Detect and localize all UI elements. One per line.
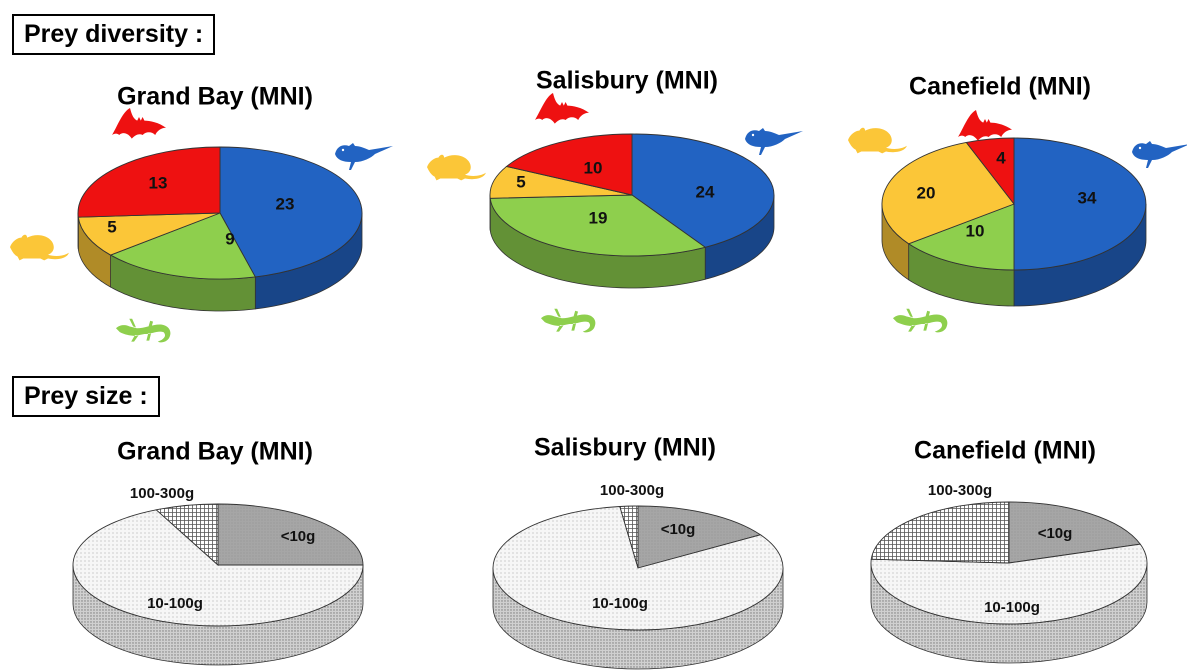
chart-title: Salisbury (MNI) [536,67,718,95]
pie-slice-bat [965,137,1015,206]
slice-label: 23 [276,194,295,213]
pie-slice-100300g [155,503,219,567]
slice-label: 100-300g [928,482,992,499]
pie-slice-bat [505,133,633,196]
slice-label: 20 [917,183,936,202]
pie-chart-5: <10g 10-100g 100-300g Salisbury (MNI) [492,434,784,670]
slice-label: 10 [584,158,603,177]
pie-slice-10100g [72,509,364,627]
slice-label: 9 [225,229,234,248]
slice-label: 10-100g [147,595,203,612]
slice-label: 4 [996,148,1006,167]
pie-chart-6: <10g 10-100g 100-300g Canefield (MNI) [870,437,1148,664]
slice-label: <10g [281,528,316,545]
pie-chart-4: <10g 10-100g 100-300g Grand Bay (MNI) [72,438,364,666]
rodent-icon [10,234,69,261]
pie-chart-1: 23 9 5 13 Grand Bay (MNI) [77,83,363,312]
chart-title: Grand Bay (MNI) [117,83,313,111]
bird-icon [335,143,393,170]
slice-label: 34 [1078,188,1097,207]
slice-label: <10g [661,521,696,538]
pie-slice-rodent [77,212,221,256]
lizard-icon [541,308,596,333]
lizard-icon [116,318,171,343]
pie-slice-100300g [619,505,639,569]
rodent-icon [848,127,907,154]
pie-slice-100300g [870,501,1010,564]
slice-label: 19 [589,208,608,227]
lizard-icon [893,308,948,333]
rodent-icon [427,154,486,181]
pie-chart-3: 34 10 20 4 Canefield (MNI) [881,73,1147,307]
prey-diversity-label: Prey diversity : [12,14,216,55]
pie-slice-bird [631,133,775,248]
pie-slice-10100g [870,543,1148,625]
slice-label: <10g [1038,525,1073,542]
bird-icon [745,128,803,155]
slice-label: 100-300g [600,482,664,499]
chart-title: Canefield (MNI) [914,437,1096,465]
slice-label: 5 [516,172,525,191]
slice-label: 100-300g [130,485,194,502]
pie-slice-10g [217,503,364,566]
chart-title: Salisbury (MNI) [534,434,716,462]
pie-slice-lizard [489,194,707,257]
pie-slice-bird [219,146,363,278]
pie-slice-10g [637,505,762,569]
slice-label: 10-100g [592,595,648,612]
chart-title: Canefield (MNI) [909,73,1091,101]
bat-icon [112,108,166,139]
pie-slice-10100g [492,506,784,631]
pie-slice-bat [77,146,221,218]
pie-chart-2: 24 19 5 10 Salisbury (MNI) [489,67,775,289]
slice-label: 13 [149,173,168,192]
pie-slice-bird [1013,137,1147,271]
pie-slice-lizard [907,203,1015,271]
prey-size-label: Prey size : [12,376,160,417]
chart-title: Grand Bay (MNI) [117,438,313,466]
pie-slice-rodent [881,141,1015,245]
bat-icon [535,93,589,124]
pie-slice-10g [1008,501,1142,564]
slice-label: 10-100g [984,599,1040,616]
bat-icon [958,110,1012,141]
slice-label: 5 [107,217,116,236]
pie-slice-lizard [109,212,257,280]
bird-icon [1132,141,1187,168]
slice-label: 24 [696,182,715,201]
slice-label: 10 [966,221,985,240]
